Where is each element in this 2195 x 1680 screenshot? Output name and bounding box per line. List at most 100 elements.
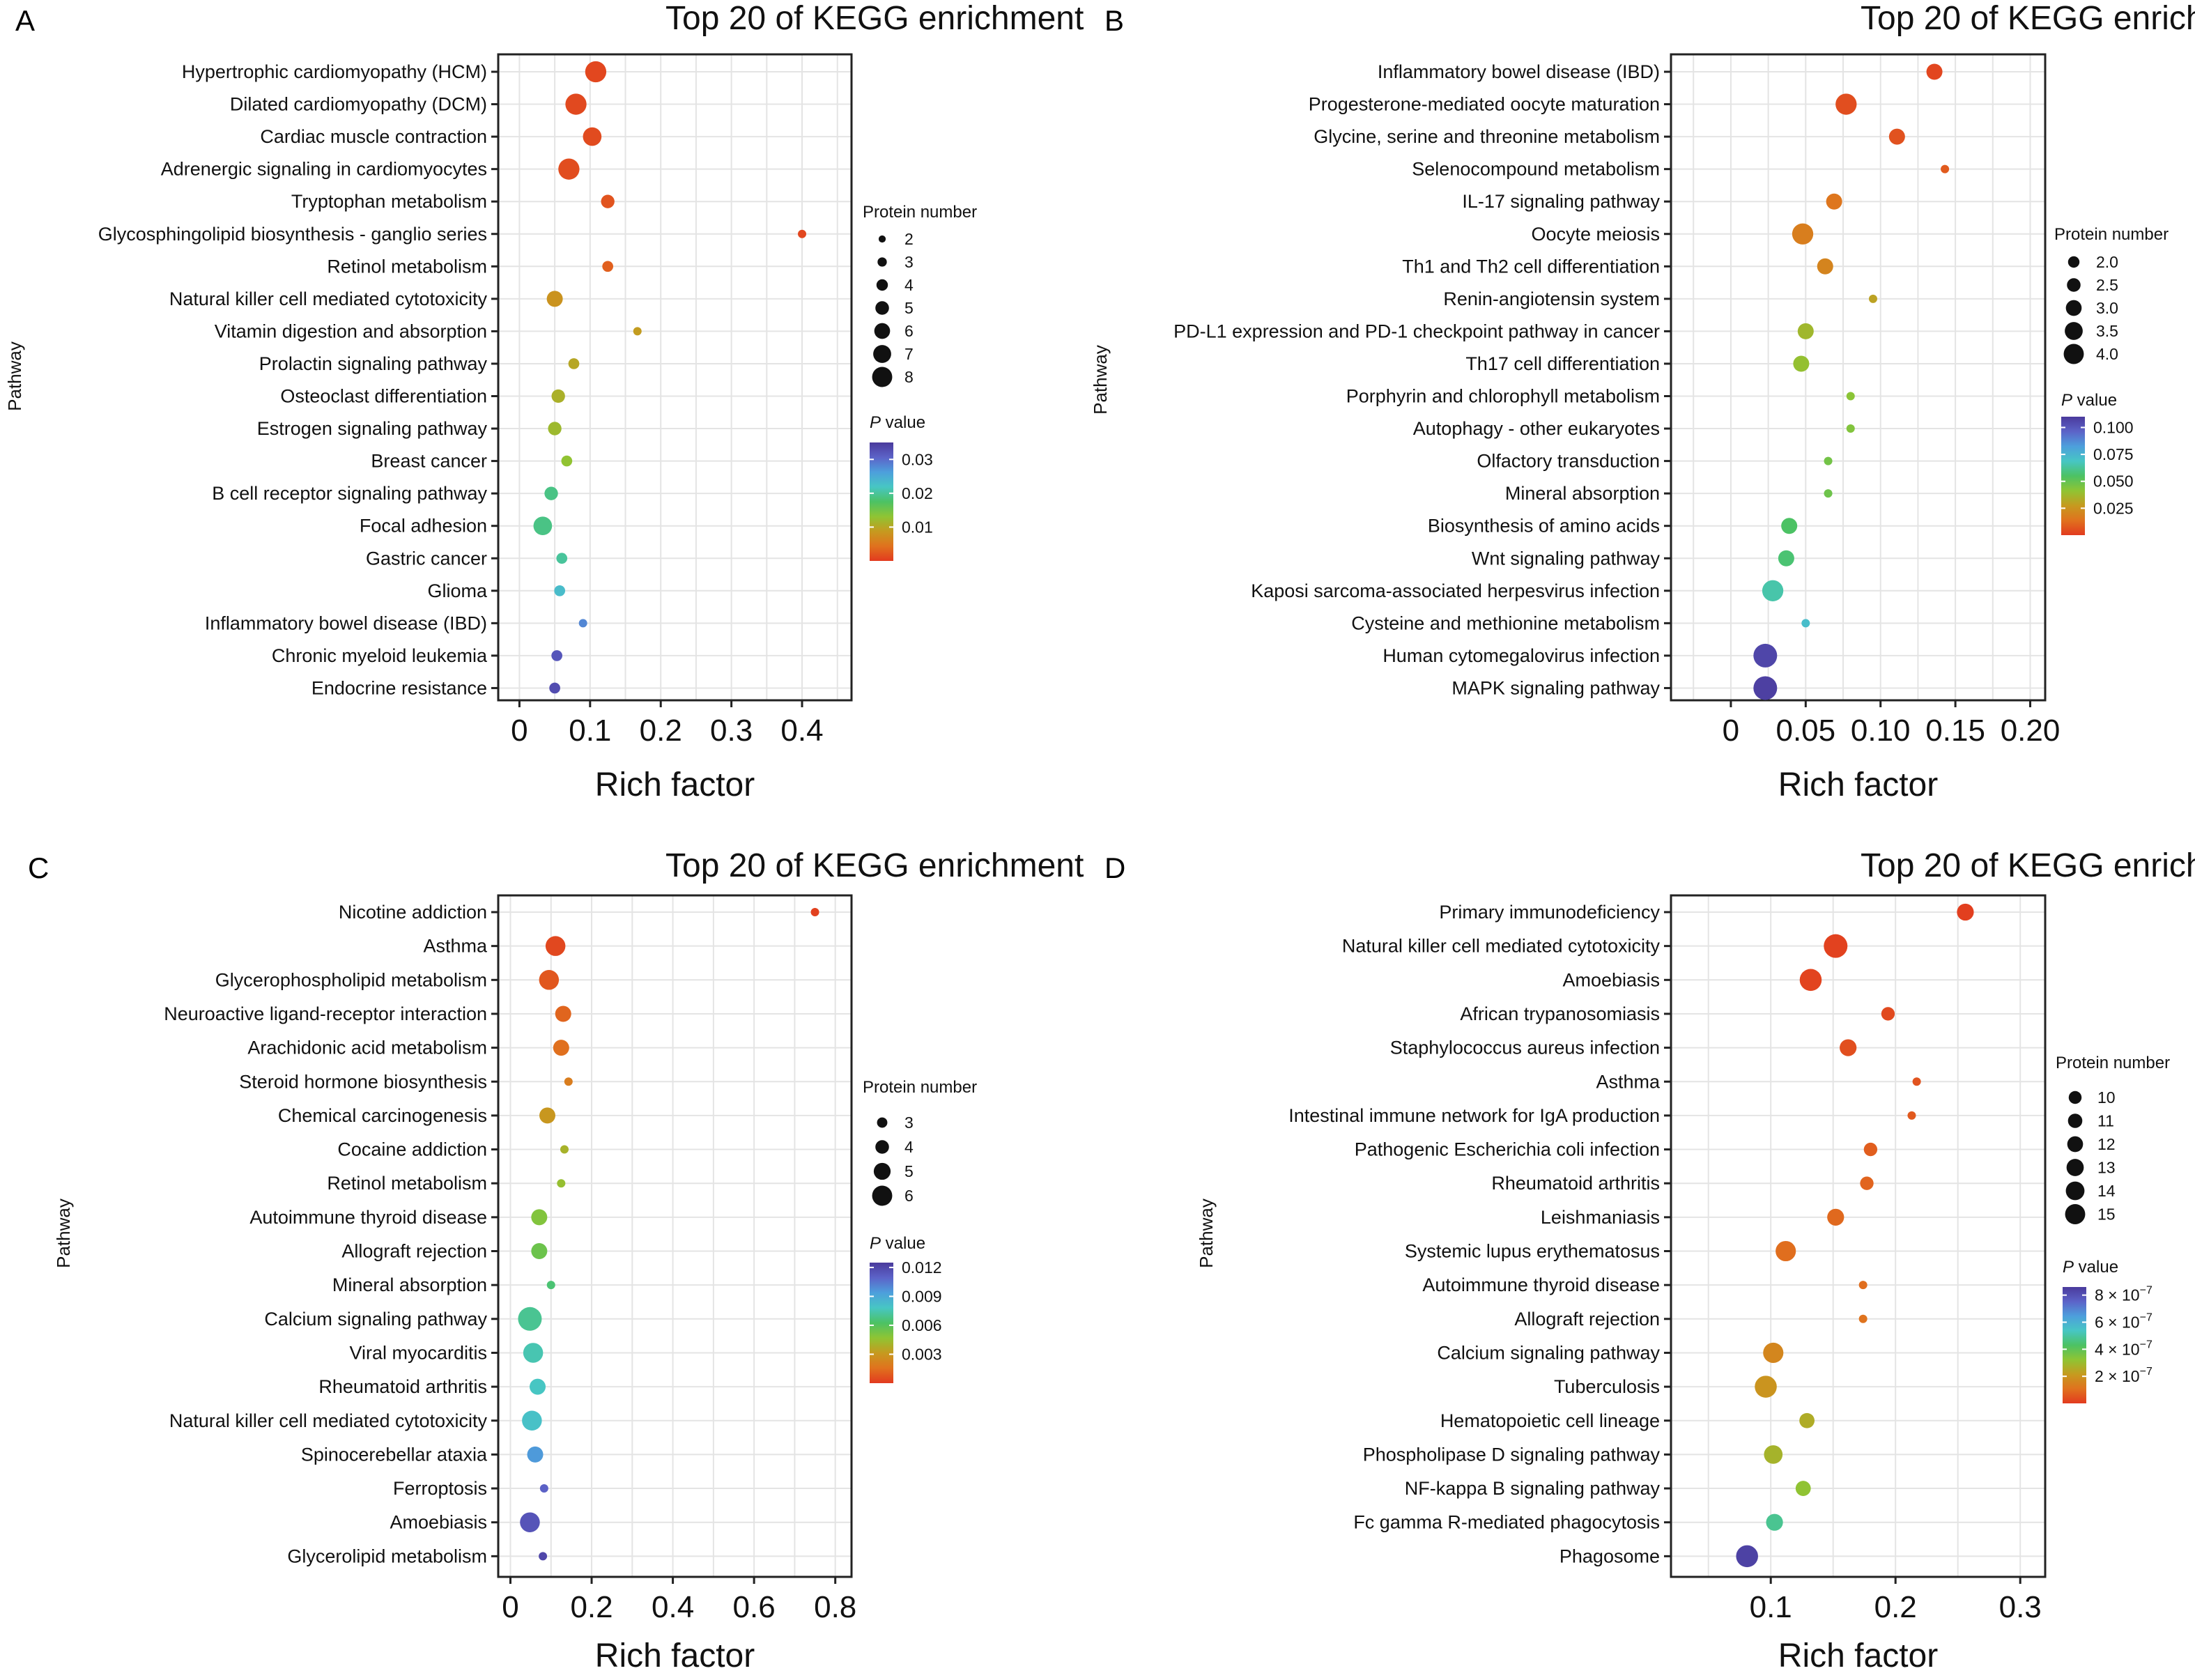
pvalue-legend: P value 2 × 10−7 4 × 10−7 6 × 10−7 8 × 10−7 [2063, 1258, 2152, 1403]
x-tick-label: 0.2 [1874, 1590, 1917, 1624]
size-legend-label: 4.0 [2096, 345, 2118, 363]
data-point [1858, 1281, 1867, 1290]
pathway-label: Asthma [423, 936, 488, 957]
data-point [539, 1552, 548, 1561]
data-point [1799, 969, 1822, 992]
x-tick-label: 0.6 [733, 1590, 776, 1624]
size-legend-label: 12 [2097, 1135, 2116, 1153]
colorbar-tick-label: 0.100 [2093, 418, 2134, 436]
pathway-label: Tryptophan metabolism [291, 191, 487, 212]
data-point [539, 1484, 548, 1493]
x-tick-label: 0.05 [1776, 714, 1835, 748]
x-tick-label: 0.4 [652, 1590, 694, 1624]
panel-c: C Top 20 of KEGG enrichment Nicotine addic… [28, 847, 1084, 1674]
pvalue-colorbar [2061, 417, 2085, 535]
data-point [1863, 1142, 1878, 1157]
size-legend-dot [2063, 344, 2084, 364]
pathway-label: Osteoclast differentiation [280, 386, 487, 407]
pathway-label: Cocaine addiction [337, 1139, 487, 1160]
size-legend-dot [2066, 1159, 2084, 1176]
size-legend-label: 10 [2097, 1088, 2116, 1107]
chart-title: Top 20 of KEGG enrichment [1861, 0, 2195, 37]
size-legend-dot [2068, 1091, 2082, 1104]
data-point [1860, 1176, 1874, 1190]
x-tick-label: 0.2 [640, 714, 682, 748]
size-legend-label: 3 [904, 1113, 914, 1132]
data-point [539, 1107, 556, 1124]
data-point [1776, 1240, 1796, 1262]
pathway-label: Phagosome [1559, 1546, 1660, 1566]
data-point [523, 1343, 544, 1363]
size-legend-label: 3.0 [2096, 299, 2118, 317]
panel-letter: A [15, 4, 35, 37]
pathway-label: Human cytomegalovirus infection [1383, 645, 1660, 666]
x-axis-label: Rich factor [1778, 1637, 1938, 1674]
pathway-label: Pathogenic Escherichia coli infection [1355, 1139, 1660, 1160]
pathway-label: Amoebiasis [390, 1512, 487, 1533]
pathway-label: Vitamin digestion and absorption [215, 321, 487, 341]
pathway-label: Ferroptosis [393, 1478, 487, 1499]
pvalue-legend-title: P value [2061, 391, 2117, 410]
size-legend-dot [876, 279, 888, 291]
size-legend-dot [877, 1117, 888, 1128]
pathway-label: African trypanosomiasis [1460, 1003, 1660, 1024]
colorbar-tick-label: 0.006 [902, 1316, 942, 1334]
data-point [578, 619, 587, 628]
data-point [1764, 1445, 1783, 1464]
data-point [1846, 424, 1855, 433]
data-point [798, 229, 807, 238]
pathway-label: Glioma [427, 580, 488, 601]
pathway-label: Mineral absorption [332, 1274, 487, 1295]
data-point [556, 553, 568, 564]
pathway-label: Breast cancer [371, 451, 487, 472]
pvalue-legend: P value 0.01 0.02 0.03 [870, 413, 933, 561]
data-point [1826, 193, 1842, 210]
data-point [1817, 258, 1833, 275]
pathway-label: Spinocerebellar ataxia [301, 1444, 488, 1465]
pathway-label: Biosynthesis of amino acids [1428, 516, 1660, 537]
pathway-label: Focal adhesion [360, 516, 487, 537]
data-point [522, 1410, 542, 1431]
colorbar-tick-label: 0.01 [902, 518, 933, 536]
y-axis-label: Pathway [53, 1199, 74, 1268]
size-legend-dot [878, 235, 886, 243]
pathway-label: Cardiac muscle contraction [260, 126, 487, 147]
pathway-label: Allograft rejection [341, 1241, 487, 1262]
data-point [518, 1307, 542, 1331]
pathway-label: Allograft rejection [1514, 1309, 1660, 1330]
data-point [551, 650, 562, 661]
size-legend-label: 3 [904, 253, 914, 271]
pathway-label: Mineral absorption [1505, 483, 1660, 504]
pathway-label: Chronic myeloid leukemia [272, 645, 488, 666]
data-point [1792, 223, 1814, 245]
pathway-label: Inflammatory bowel disease (IBD) [205, 612, 487, 633]
size-legend-label: 5 [904, 299, 914, 317]
x-tick-label: 0.1 [569, 714, 611, 748]
plot-frame [1670, 894, 2047, 1578]
size-legend-dot [2065, 322, 2083, 340]
panel-letter: B [1104, 4, 1124, 37]
size-legend-dot [875, 1140, 889, 1154]
size-legend-dot [874, 323, 891, 339]
pathway-label: Asthma [1596, 1071, 1661, 1092]
pathway-label: Adrenergic signaling in cardiomyocytes [161, 159, 487, 180]
x-tick-label: 0 [511, 714, 527, 748]
pathway-label: Fc gamma R-mediated phagocytosis [1353, 1512, 1660, 1533]
pathway-label: Estrogen signaling pathway [257, 418, 488, 439]
colorbar-tick-label: 0.075 [2093, 445, 2134, 463]
pathway-label: IL-17 signaling pathway [1462, 191, 1660, 212]
size-legend: Protein number 2.0 2.5 3.0 3.5 4.0 [2054, 225, 2169, 364]
panel-b: B Top 20 of KEGG enrichment Inflammatory b… [1090, 0, 2195, 803]
size-legend-title: Protein number [863, 203, 977, 222]
data-point [1736, 1545, 1758, 1568]
plot-frame [497, 894, 853, 1578]
pathway-label: Glycerophospholipid metabolism [215, 969, 487, 990]
data-point [530, 1378, 546, 1395]
panel-letter: C [28, 851, 49, 884]
pathway-label: MAPK signaling pathway [1451, 677, 1660, 698]
pathway-label: Tuberculosis [1554, 1376, 1660, 1397]
pathway-label: Hematopoietic cell lineage [1440, 1410, 1660, 1431]
data-point [531, 1243, 548, 1259]
data-point [1907, 1111, 1916, 1120]
pathway-label: Selenocompound metabolism [1412, 159, 1660, 180]
